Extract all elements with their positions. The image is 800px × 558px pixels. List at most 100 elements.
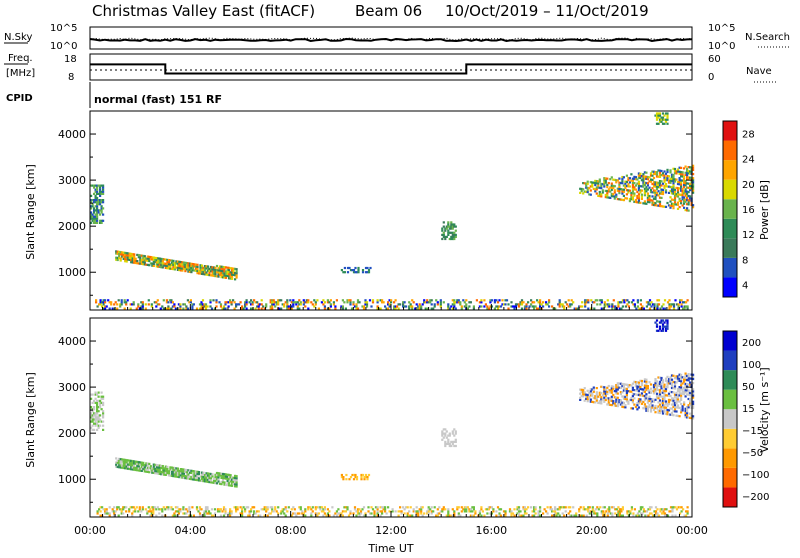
velocity-cell [193,470,196,473]
velocity-cell [359,512,363,515]
power-cell [262,305,265,308]
velocity-colorbar-tick-label: 50 [742,382,755,393]
velocity-cell [415,510,418,513]
velocity-cell [408,510,411,513]
velocity-cell [489,506,492,509]
velocity-cell [672,405,675,408]
velocity-cell [624,404,627,407]
power-cell [223,268,226,271]
power-cell [179,305,182,308]
velocity-cell [316,506,319,509]
power-cell [451,225,454,228]
power-cell [692,204,695,207]
power-cell [355,303,358,306]
power-cell [453,305,456,308]
power-cell [181,269,184,272]
velocity-cell [558,508,561,511]
power-cell [655,171,659,174]
velocity-cell [580,390,583,393]
velocity-cell [652,392,656,395]
power-cell [648,194,651,198]
velocity-cell [522,508,525,511]
power-cell [639,307,642,310]
velocity-cell [692,390,695,393]
velocity-cell [643,399,646,402]
power-cell [542,301,545,304]
velocity-cell [683,390,686,394]
velocity-cell [266,506,269,509]
power-cell [606,194,609,197]
velocity-cell [675,400,678,403]
velocity-cell [138,506,141,509]
power-cell [617,303,620,306]
velocity-cell [580,388,583,391]
power-cell [208,271,211,275]
power-cell [634,188,637,191]
velocity-cell [594,397,597,400]
velocity-cell [533,514,536,517]
power-cell [188,268,191,271]
velocity-cell [654,382,657,385]
velocity-cell [543,508,546,511]
velocity-cell [166,467,169,470]
velocity-cell [676,389,680,393]
power-cell [354,271,357,274]
velocity-cell [197,479,201,482]
power-cell [196,272,199,275]
velocity-cell [610,387,613,390]
power-cell [603,179,606,182]
velocity-cell [585,514,588,517]
power-cell [689,187,692,190]
power-cell [124,253,127,257]
power-cell [459,303,462,306]
velocity-cell [192,514,195,517]
power-cell [595,186,598,189]
velocity-cell [622,387,625,390]
power-cell [625,193,628,196]
velocity-cell [198,512,202,515]
power-cell [537,301,540,304]
velocity-cell [663,389,666,392]
power-cell [589,193,592,196]
velocity-cell [669,399,672,402]
power-cell [493,307,496,310]
velocity-cell [522,506,525,509]
power-cell [167,265,170,268]
velocity-cell [661,399,665,403]
power-cell [548,301,551,304]
velocity-cell [517,506,521,509]
power-cell [393,307,396,310]
power-cell [181,267,184,270]
power-cell [663,118,666,121]
velocity-cell [603,400,606,403]
power-cell [269,301,272,304]
power-cell [663,299,667,302]
velocity-cell [128,510,131,513]
power-cell [647,303,650,306]
velocity-cell [636,408,639,411]
velocity-cell [108,514,111,517]
power-cell [630,179,633,182]
power-cell [669,177,672,180]
velocity-cell [194,472,197,475]
velocity-cell [150,512,153,515]
velocity-cell [664,377,668,380]
velocity-cell [616,396,619,399]
velocity-cell [639,512,642,515]
power-cell [201,299,205,302]
velocity-cell [451,430,454,433]
velocity-cell [570,514,573,517]
velocity-cell [610,399,613,403]
velocity-cell [618,399,621,402]
velocity-cell [196,479,199,482]
power-cell [90,207,93,210]
power-cell [607,196,610,199]
velocity-cell [495,514,498,517]
velocity-cell [161,469,164,472]
velocity-cell [643,390,646,393]
power-cell [151,258,154,261]
velocity-cell [516,508,519,511]
nsearch-series [89,37,693,41]
velocity-cell [122,460,125,463]
power-cell [215,271,219,274]
